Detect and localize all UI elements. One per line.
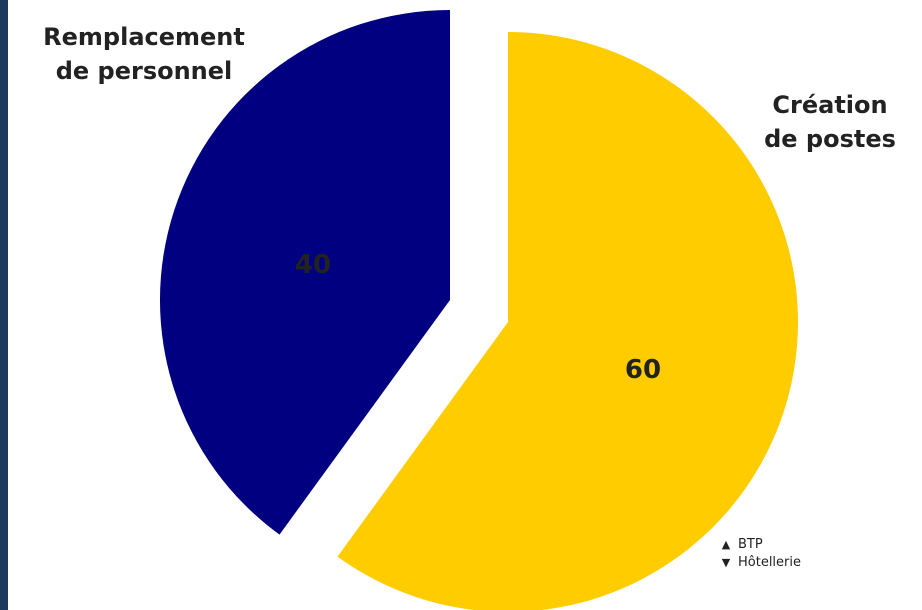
triangle-down-icon: ▼ — [721, 556, 731, 569]
category-label-remplacement-line1: Remplacement — [43, 23, 245, 51]
legend-label-hotellerie: Hôtellerie — [738, 555, 802, 570]
triangle-up-icon: ▲ — [721, 538, 731, 551]
legend: ▲ BTP ▼ Hôtellerie — [720, 536, 801, 572]
legend-item-hotellerie: ▼ Hôtellerie — [720, 554, 801, 572]
category-label-creation: Création de postes — [738, 88, 922, 156]
pie-slice-remplacement — [159, 10, 450, 535]
legend-label-btp: BTP — [738, 537, 763, 552]
legend-item-btp: ▲ BTP — [720, 536, 801, 554]
value-label-creation: 60 — [624, 355, 662, 385]
category-label-remplacement-line2: de personnel — [55, 57, 233, 85]
left-edge-bar — [0, 0, 8, 610]
category-label-creation-line1: Création — [772, 91, 888, 119]
pie-slice-creation — [337, 32, 798, 610]
category-label-creation-line2: de postes — [764, 125, 896, 153]
category-label-remplacement: Remplacement de personnel — [0, 20, 288, 88]
value-label-remplacement: 40 — [294, 250, 332, 280]
